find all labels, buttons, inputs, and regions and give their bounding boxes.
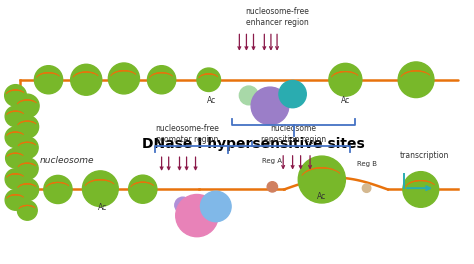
Text: DNase I hypersensitive sites: DNase I hypersensitive sites <box>142 137 365 151</box>
Ellipse shape <box>176 195 218 237</box>
Ellipse shape <box>251 87 289 125</box>
Text: Reg A: Reg A <box>262 158 283 164</box>
Ellipse shape <box>362 184 371 192</box>
Ellipse shape <box>5 169 26 189</box>
Text: nucleosome-free
enhancer region: nucleosome-free enhancer region <box>245 7 309 27</box>
Ellipse shape <box>329 63 362 96</box>
Text: Reg B: Reg B <box>356 161 376 167</box>
Text: nucleosome-free
promoter region: nucleosome-free promoter region <box>155 124 219 144</box>
Ellipse shape <box>298 156 346 203</box>
Text: Ac: Ac <box>341 96 350 105</box>
Text: nucleosome
reposition region: nucleosome reposition region <box>261 124 326 144</box>
Ellipse shape <box>128 175 157 203</box>
Text: nucleosome: nucleosome <box>40 156 95 165</box>
Ellipse shape <box>201 191 231 222</box>
Text: Ac: Ac <box>317 192 327 201</box>
Ellipse shape <box>16 178 38 201</box>
Ellipse shape <box>16 94 39 117</box>
Ellipse shape <box>398 62 434 98</box>
Ellipse shape <box>5 127 26 148</box>
Ellipse shape <box>6 148 26 168</box>
Ellipse shape <box>5 106 26 127</box>
Ellipse shape <box>175 197 191 213</box>
Ellipse shape <box>279 81 306 108</box>
Ellipse shape <box>403 172 438 207</box>
Ellipse shape <box>147 66 176 94</box>
Ellipse shape <box>239 86 258 105</box>
Ellipse shape <box>267 182 277 192</box>
Ellipse shape <box>5 190 26 210</box>
Ellipse shape <box>18 201 37 220</box>
Ellipse shape <box>17 158 38 179</box>
Ellipse shape <box>109 63 139 94</box>
Ellipse shape <box>17 137 38 158</box>
Ellipse shape <box>35 66 63 94</box>
Ellipse shape <box>16 116 38 138</box>
Ellipse shape <box>82 171 118 206</box>
Text: Ac: Ac <box>207 96 216 105</box>
Ellipse shape <box>5 85 27 106</box>
Ellipse shape <box>44 175 72 204</box>
Text: Ac: Ac <box>98 203 107 212</box>
Ellipse shape <box>197 68 220 92</box>
Text: transcription: transcription <box>400 151 449 160</box>
Ellipse shape <box>71 64 102 95</box>
